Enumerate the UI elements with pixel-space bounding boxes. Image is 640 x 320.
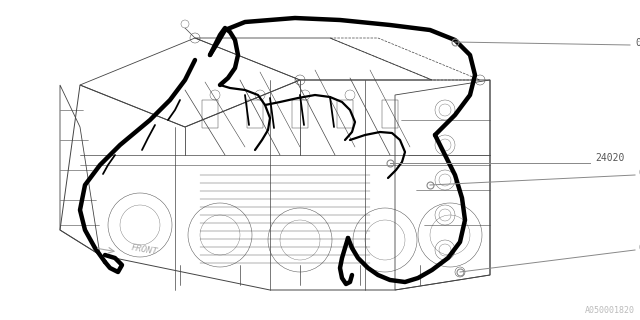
Text: 0104S*A: 0104S*A <box>638 243 640 253</box>
Text: 0104S*G: 0104S*G <box>638 168 640 178</box>
Text: A050001820: A050001820 <box>585 306 635 315</box>
Bar <box>382 100 398 128</box>
Bar <box>292 100 308 128</box>
Text: 24020: 24020 <box>595 153 625 163</box>
Text: FRONT: FRONT <box>130 243 158 257</box>
Bar <box>202 100 218 128</box>
Bar <box>337 100 353 128</box>
Bar <box>247 100 263 128</box>
Text: 0104S*A: 0104S*A <box>635 38 640 48</box>
